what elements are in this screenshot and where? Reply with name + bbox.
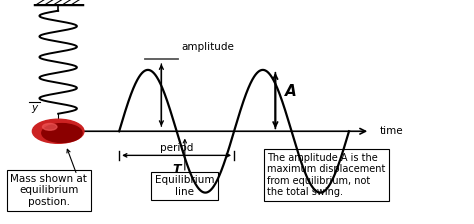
Circle shape bbox=[32, 119, 84, 143]
Text: Equilibrium
line: Equilibrium line bbox=[155, 175, 215, 197]
Text: time: time bbox=[380, 126, 403, 136]
Text: Mass shown at
equilibrium
postion.: Mass shown at equilibrium postion. bbox=[10, 174, 87, 207]
Text: The amplitude A is the
maximum displacement
from equilibrium, not
the total swin: The amplitude A is the maximum displacem… bbox=[267, 153, 385, 198]
Circle shape bbox=[43, 123, 57, 130]
Text: T: T bbox=[173, 163, 181, 176]
Text: A: A bbox=[285, 84, 297, 99]
Text: amplitude: amplitude bbox=[182, 42, 235, 52]
Circle shape bbox=[42, 124, 82, 142]
Text: y: y bbox=[32, 103, 38, 113]
Text: period: period bbox=[160, 143, 193, 153]
